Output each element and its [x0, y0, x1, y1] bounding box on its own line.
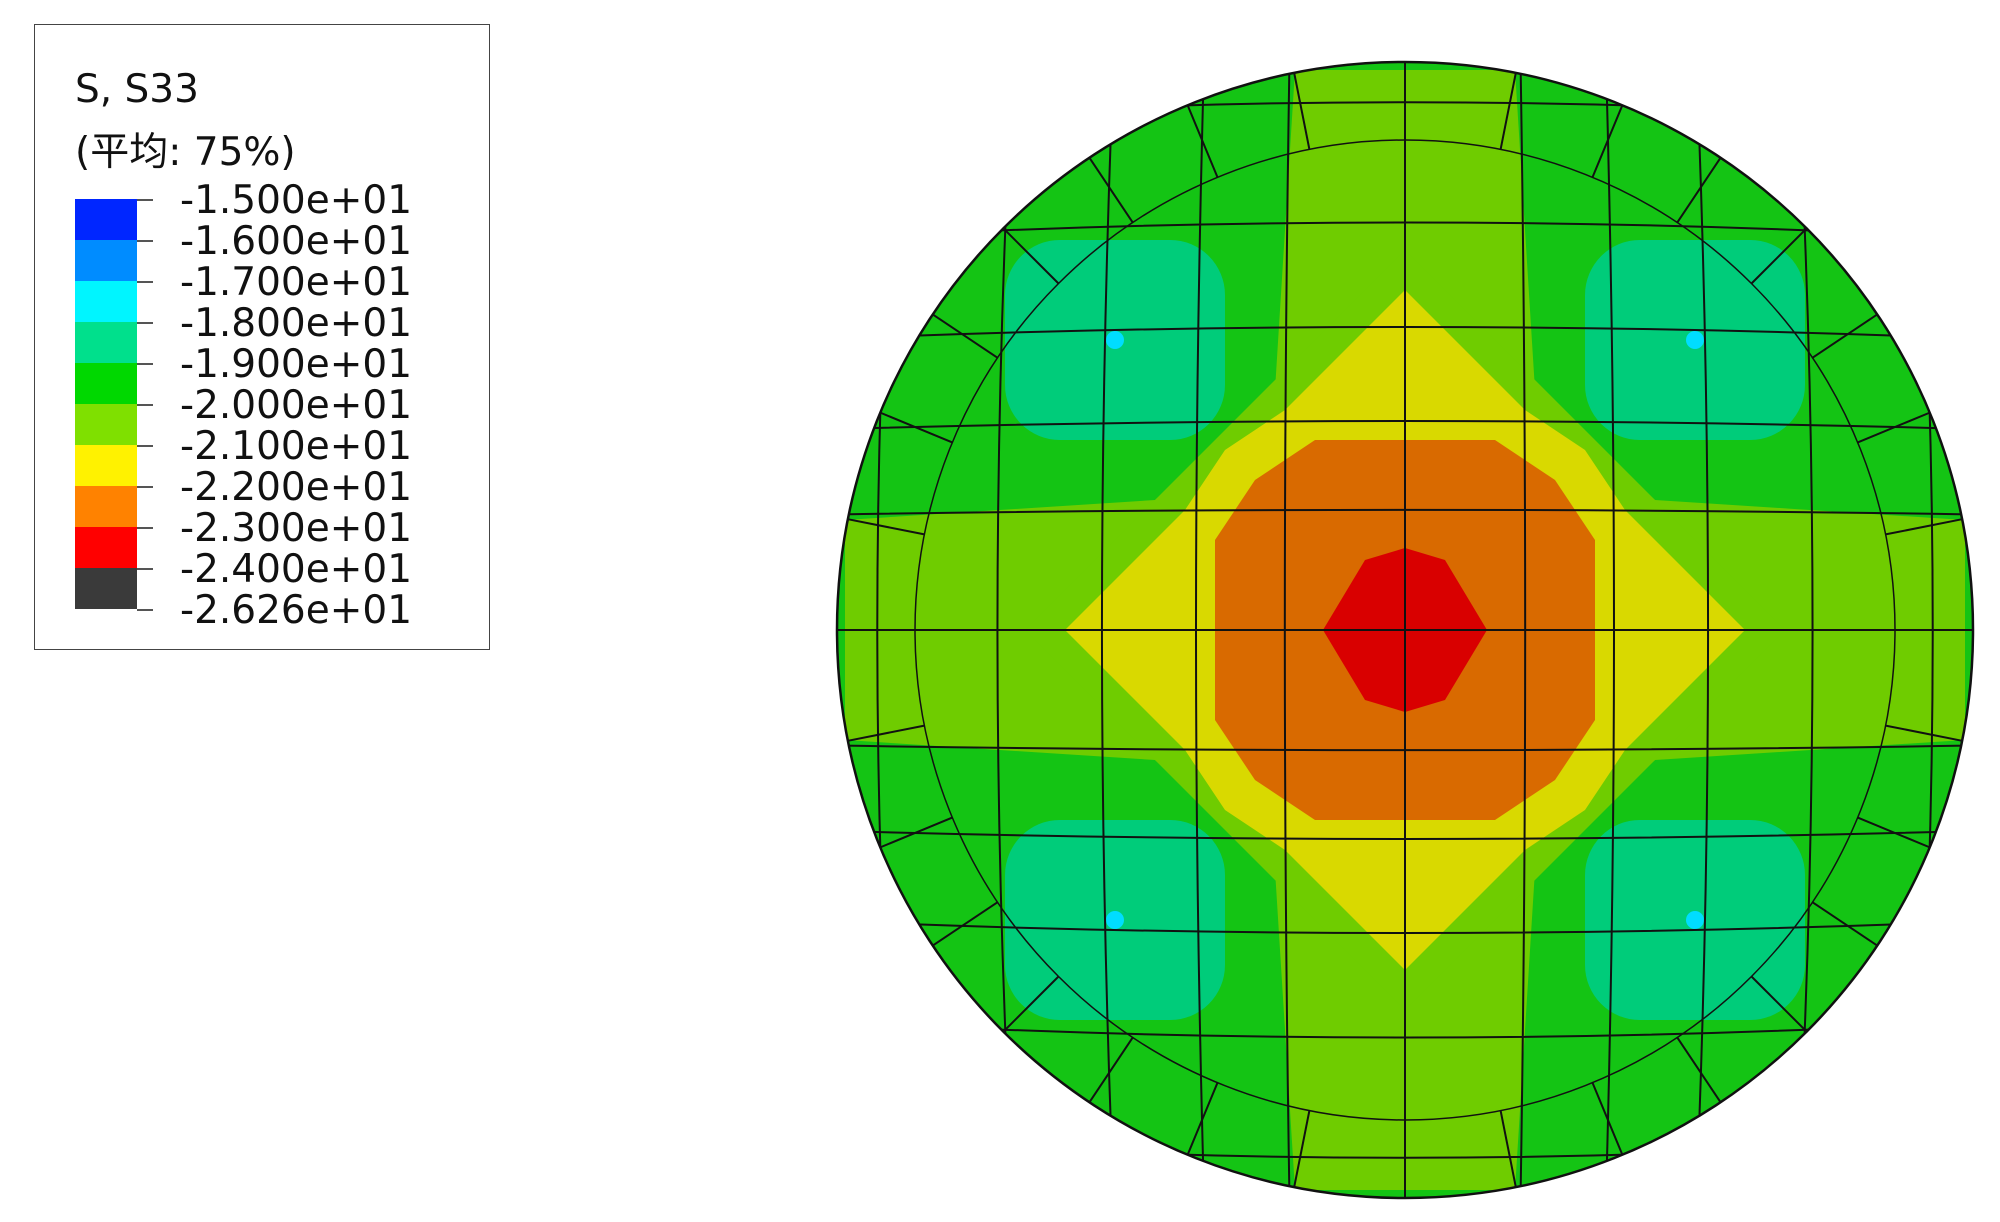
legend-tick — [137, 486, 153, 488]
mesh-line-radial — [878, 410, 953, 444]
mesh-line-radial — [1185, 103, 1219, 178]
mesh-line-radial — [1591, 1082, 1625, 1157]
legend-tick — [137, 240, 153, 242]
legend-swatch — [75, 404, 137, 445]
legend-tick-label: -2.626e+01 — [180, 588, 413, 633]
mesh-line-radial — [1676, 1036, 1723, 1105]
mesh-line-radial — [1885, 724, 1965, 743]
mesh-line-vertical — [1519, 62, 1527, 1198]
legend-tick-label: -2.000e+01 — [180, 383, 413, 428]
mesh-line-radial — [1676, 155, 1723, 224]
legend-tick — [137, 363, 153, 365]
legend-swatch — [75, 527, 137, 568]
mesh-line-radial — [878, 816, 953, 850]
legend-tick — [137, 322, 153, 324]
legend-tick-label: -1.500e+01 — [180, 178, 413, 223]
legend-tick-label: -1.800e+01 — [180, 301, 413, 346]
mesh-line-vertical — [1604, 62, 1615, 1198]
mesh-line-radial — [1001, 226, 1060, 285]
mesh-line-radial — [1750, 975, 1809, 1034]
legend-tick — [137, 568, 153, 570]
mesh-line-radial — [1292, 1110, 1311, 1190]
legend-swatch — [75, 199, 137, 240]
legend-tick-label: -2.400e+01 — [180, 547, 413, 592]
contour-region-cyan — [1686, 911, 1704, 929]
mesh-line-radial — [1001, 975, 1060, 1034]
legend-swatch — [75, 363, 137, 404]
mesh-line-vertical — [1694, 62, 1710, 1198]
mesh-line-radial — [1087, 1036, 1134, 1105]
mesh-line-radial — [1857, 816, 1932, 850]
legend-swatch — [75, 322, 137, 363]
mesh-line-radial — [1750, 226, 1809, 285]
legend-swatch — [75, 486, 137, 527]
mesh-line-radial — [1857, 410, 1932, 444]
disc-outline — [835, 60, 1975, 1200]
legend-tick — [137, 281, 153, 283]
mesh-line-horizontal — [837, 919, 1973, 935]
mesh-line-horizontal — [837, 829, 1973, 840]
legend-subtitle: (平均: 75%) — [75, 130, 296, 175]
mesh-line-radial — [1811, 901, 1880, 948]
legend-colorbar — [75, 199, 137, 609]
legend-tick-label: -2.300e+01 — [180, 506, 413, 551]
legend-swatch — [75, 568, 137, 609]
legend-tick-label: -1.700e+01 — [180, 260, 413, 305]
mesh-line-radial — [930, 901, 999, 948]
legend-tick-label: -1.900e+01 — [180, 342, 413, 387]
legend-tick-label: -2.200e+01 — [180, 465, 413, 510]
mesh-line-radial — [1885, 517, 1965, 536]
legend-tick — [137, 609, 153, 611]
mesh-line-radial — [1185, 1082, 1219, 1157]
mesh-line-radial — [1591, 103, 1625, 178]
legend-tick-label: -2.100e+01 — [180, 424, 413, 469]
mesh-line-radial — [1087, 155, 1134, 224]
mesh-line-radial — [1499, 1110, 1518, 1190]
legend-swatch — [75, 281, 137, 322]
legend-tick — [137, 527, 153, 529]
mesh-line-radial — [1499, 70, 1518, 150]
contour-region-cyan — [1106, 331, 1124, 349]
legend-tick — [137, 199, 153, 201]
legend-tick-label: -1.600e+01 — [180, 219, 413, 264]
legend: S, S33 (平均: 75%) -1.500e+01 -1.600e+01 -1.… — [34, 24, 490, 650]
mesh-line-radial — [1292, 70, 1311, 150]
mesh-line-radial — [845, 724, 925, 743]
contour-region-cyan — [1106, 911, 1124, 929]
mesh-line-radial — [930, 312, 999, 359]
mesh-line-radial — [1811, 312, 1880, 359]
legend-tick — [137, 404, 153, 406]
legend-tick — [137, 445, 153, 447]
legend-title: S, S33 — [75, 67, 199, 112]
contour-region-cyan — [1686, 331, 1704, 349]
mesh-line-radial — [845, 517, 925, 536]
mesh-line-horizontal — [837, 744, 1973, 752]
legend-swatch — [75, 445, 137, 486]
legend-swatch — [75, 240, 137, 281]
